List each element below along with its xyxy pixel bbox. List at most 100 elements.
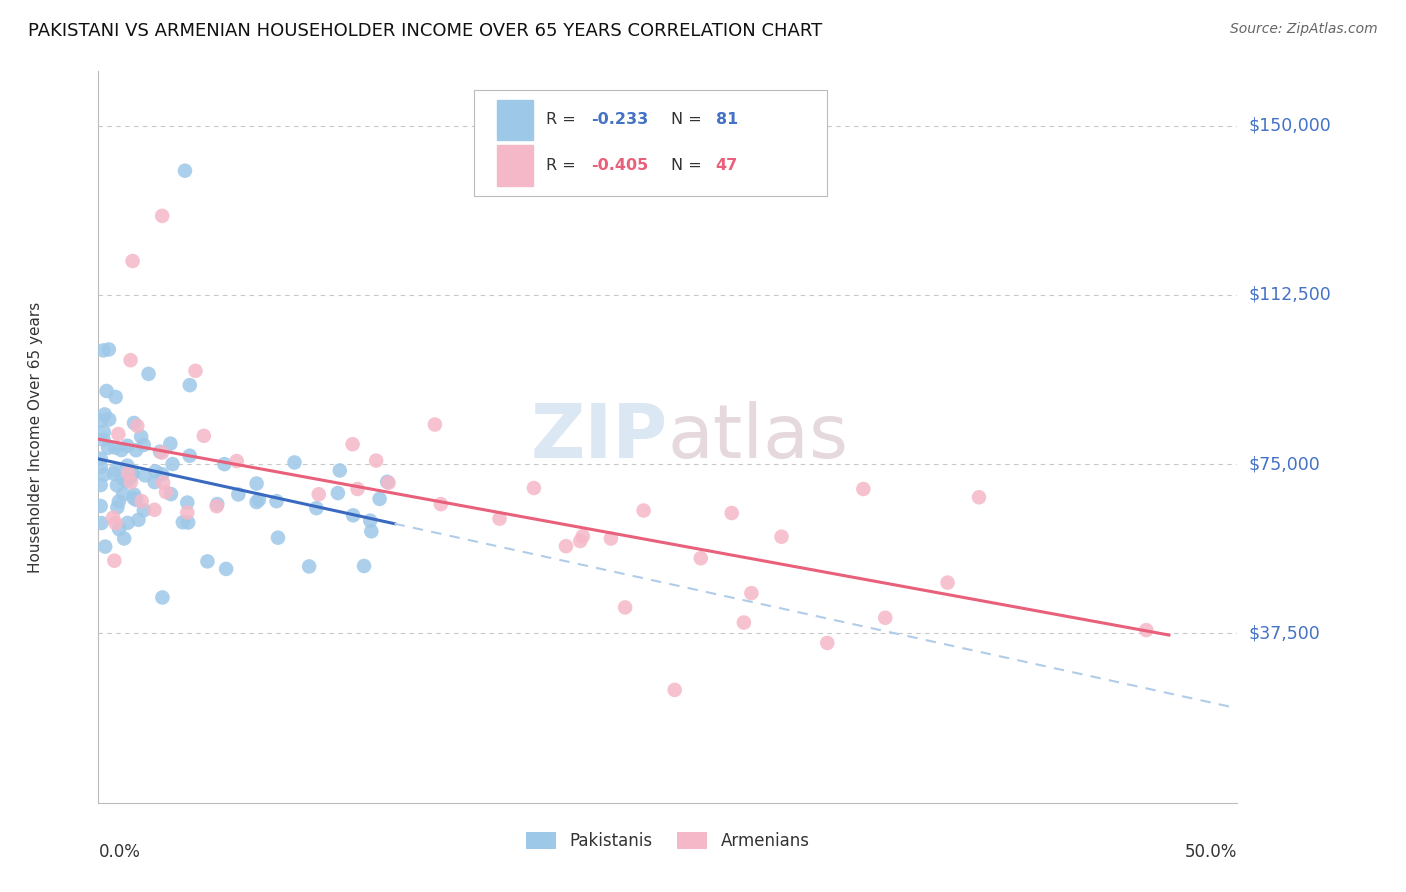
Point <box>184 364 207 378</box>
Text: $75,000: $75,000 <box>1249 455 1320 473</box>
Point <box>121 466 143 480</box>
Point <box>90 516 112 530</box>
Point <box>90 451 112 466</box>
Point <box>720 506 742 520</box>
Point <box>342 508 364 523</box>
Point <box>377 475 399 490</box>
Text: ZIP: ZIP <box>530 401 668 474</box>
Text: N =: N = <box>671 158 707 173</box>
Point <box>120 475 142 489</box>
Point <box>305 501 328 516</box>
Point <box>633 503 655 517</box>
Text: atlas: atlas <box>668 401 849 474</box>
Point <box>207 497 229 511</box>
Point <box>132 438 155 452</box>
Text: 81: 81 <box>716 112 738 128</box>
Point <box>90 478 112 492</box>
Point <box>342 437 364 451</box>
Text: Source: ZipAtlas.com: Source: ZipAtlas.com <box>1230 22 1378 37</box>
Point <box>112 472 135 486</box>
Point <box>122 416 145 430</box>
Point <box>160 487 183 501</box>
Point <box>138 367 160 381</box>
Point <box>326 486 349 500</box>
Point <box>740 586 762 600</box>
Point <box>93 467 115 482</box>
Point <box>152 475 174 490</box>
Point <box>132 503 155 517</box>
Point <box>90 499 112 513</box>
Point <box>430 497 453 511</box>
Point <box>120 353 142 368</box>
Point <box>112 532 135 546</box>
Point <box>122 488 145 502</box>
Point <box>298 559 321 574</box>
Point <box>104 516 127 531</box>
Point <box>125 443 148 458</box>
Point <box>523 481 546 495</box>
Point <box>215 562 238 576</box>
Point <box>308 487 330 501</box>
Text: 0.0%: 0.0% <box>98 843 141 861</box>
Text: $150,000: $150,000 <box>1249 117 1331 135</box>
Point <box>614 600 637 615</box>
Point <box>97 343 120 357</box>
Point <box>117 439 139 453</box>
Point <box>555 539 578 553</box>
Point <box>118 472 141 486</box>
Point <box>143 475 166 489</box>
Point <box>90 459 112 474</box>
Point <box>172 515 194 529</box>
Text: 47: 47 <box>716 158 738 173</box>
Text: R =: R = <box>546 158 581 173</box>
Point <box>143 502 166 516</box>
Point <box>103 467 125 481</box>
Point <box>664 682 686 697</box>
Point <box>176 495 198 509</box>
Point <box>117 466 139 480</box>
Point <box>1135 623 1157 637</box>
Point <box>197 554 219 568</box>
Point <box>127 513 149 527</box>
FancyBboxPatch shape <box>474 90 827 195</box>
Point <box>488 511 510 525</box>
Point <box>423 417 446 432</box>
Point <box>214 457 236 471</box>
Point <box>569 534 592 549</box>
Point <box>359 514 381 528</box>
Point <box>122 491 145 505</box>
Point <box>117 458 139 473</box>
Point <box>121 254 143 268</box>
Text: -0.233: -0.233 <box>592 112 648 128</box>
Point <box>689 551 711 566</box>
Point <box>150 591 173 605</box>
Point <box>112 487 135 501</box>
Point <box>93 408 115 422</box>
Point <box>353 559 375 574</box>
Point <box>150 467 173 482</box>
Point <box>329 463 352 477</box>
Point <box>155 485 177 500</box>
Text: $112,500: $112,500 <box>1249 285 1331 304</box>
Text: Householder Income Over 65 years: Householder Income Over 65 years <box>28 301 44 573</box>
Point <box>115 475 138 489</box>
Point <box>852 482 875 496</box>
Point <box>875 611 897 625</box>
Point <box>177 516 200 530</box>
Point <box>125 492 148 507</box>
Text: $37,500: $37,500 <box>1249 624 1320 642</box>
Point <box>247 492 270 507</box>
Point <box>150 445 173 459</box>
Point <box>368 491 391 506</box>
Point <box>149 444 172 458</box>
Point <box>283 455 305 469</box>
Point <box>97 441 120 455</box>
Point <box>179 378 201 392</box>
Point <box>159 436 181 450</box>
Point <box>94 540 117 554</box>
Point <box>96 384 118 398</box>
FancyBboxPatch shape <box>498 145 533 186</box>
Point <box>103 554 125 568</box>
Point <box>267 531 290 545</box>
Point <box>176 506 198 520</box>
